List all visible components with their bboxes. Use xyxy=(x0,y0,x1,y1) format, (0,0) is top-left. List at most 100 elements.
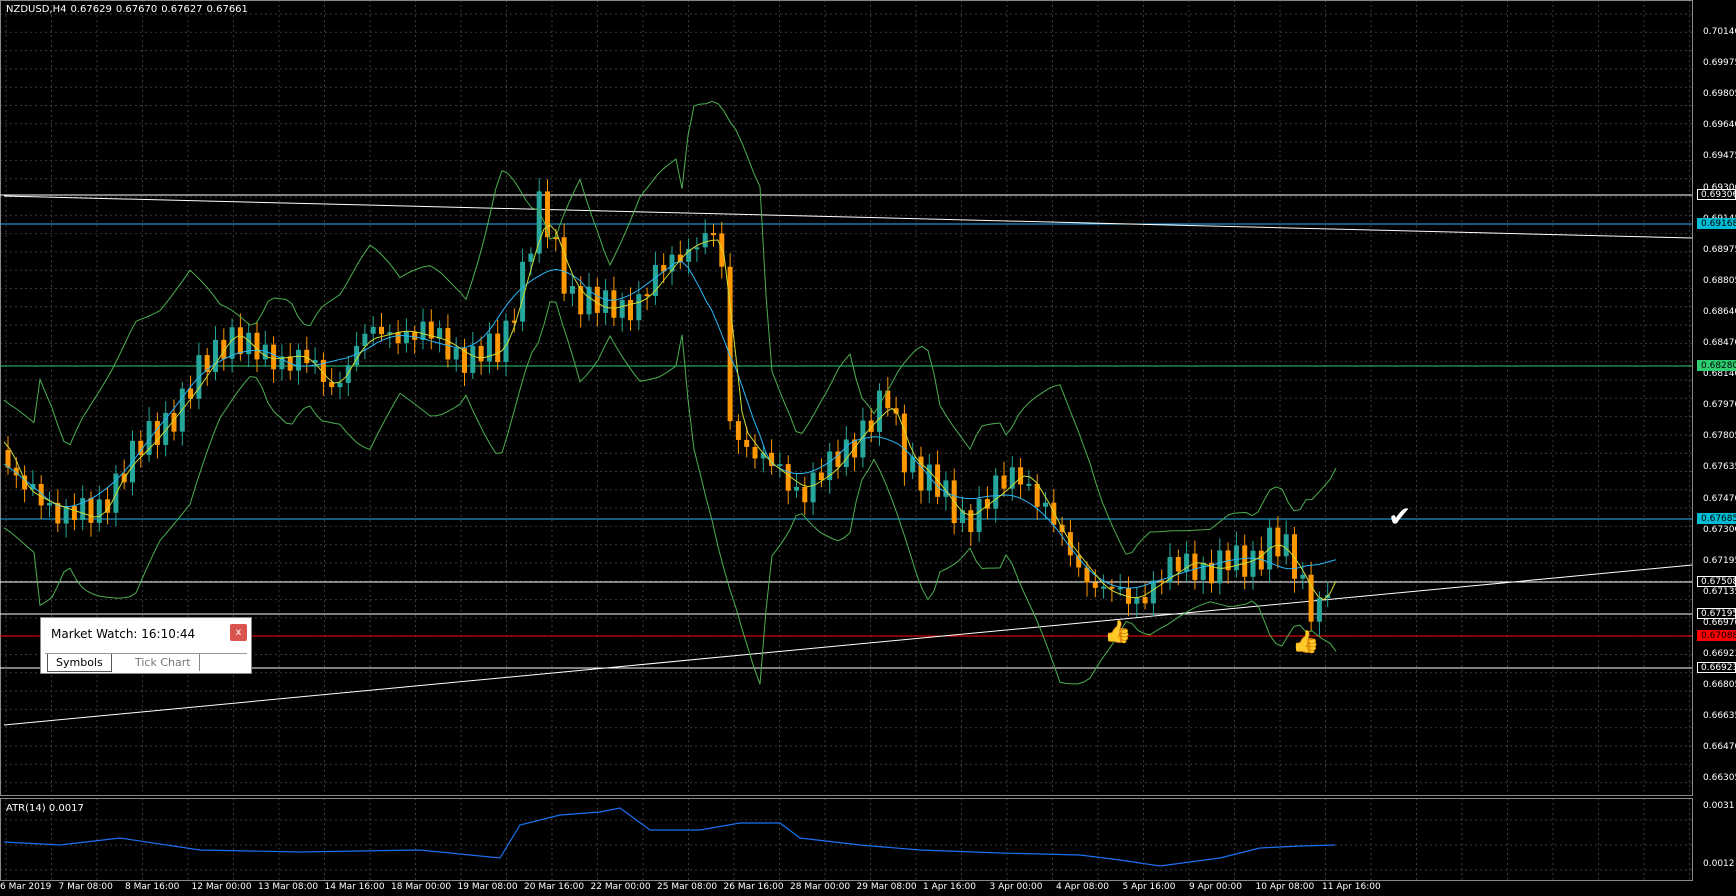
candle-body xyxy=(1200,562,1206,580)
candle-body xyxy=(960,510,965,524)
time-axis-label: 18 Mar 00:00 xyxy=(391,882,452,892)
candle-body xyxy=(603,290,609,313)
market-watch-tabs: Symbols Tick Chart xyxy=(45,653,247,672)
candle-body xyxy=(1209,562,1214,584)
candle-body xyxy=(412,331,418,340)
candle-body xyxy=(445,328,451,360)
candle-body xyxy=(1018,467,1024,485)
candle-body xyxy=(354,345,360,366)
candle-body xyxy=(744,439,750,447)
time-axis-label: 6 Mar 2019 xyxy=(0,882,52,892)
candle-body xyxy=(1043,502,1048,507)
candle-body xyxy=(561,237,567,294)
candle-body xyxy=(246,332,252,355)
close-value: 0.67661 xyxy=(206,4,248,15)
candle-body xyxy=(1084,567,1090,583)
candle-body xyxy=(984,499,990,509)
candle-body xyxy=(569,286,575,294)
high-value: 0.67670 xyxy=(115,4,158,15)
tab-tick-chart[interactable]: Tick Chart xyxy=(127,654,200,671)
time-axis-label: 1 Apr 16:00 xyxy=(923,882,976,892)
candle-body xyxy=(362,333,368,346)
time-axis-label: 12 Mar 00:00 xyxy=(191,882,252,892)
atr-line xyxy=(3,807,1336,867)
candle-body xyxy=(520,261,526,322)
close-button[interactable]: x xyxy=(230,624,247,641)
candle-body xyxy=(1308,574,1314,622)
candle-body xyxy=(677,254,683,262)
candle-body xyxy=(403,331,409,344)
candle-body xyxy=(777,464,783,467)
candle-body xyxy=(727,266,733,422)
time-axis-label: 28 Mar 00:00 xyxy=(790,882,851,892)
candle-body xyxy=(379,326,384,335)
candle-body xyxy=(835,451,841,467)
trend-line xyxy=(3,564,1693,726)
low-value: 0.67627 xyxy=(161,4,203,15)
time-axis-label: 29 Mar 08:00 xyxy=(856,882,917,892)
candle-body xyxy=(254,332,260,360)
chart-header: NZDUSD,H4 0.67629 0.67670 0.67627 0.67661 xyxy=(6,4,252,15)
candle-body xyxy=(810,472,816,503)
thumbs-up-icon: 👍 xyxy=(1292,630,1320,655)
atr-level-label: 0.0012 xyxy=(1703,859,1735,869)
market-watch-window[interactable]: Market Watch: 16:10:44 x Symbols Tick Ch… xyxy=(40,617,252,674)
candle-body xyxy=(262,344,268,360)
candle-body xyxy=(370,326,376,334)
price-axis-label: 0.68975 xyxy=(1703,244,1736,255)
time-axis-label: 9 Apr 00:00 xyxy=(1189,882,1242,892)
candle-body xyxy=(1242,545,1248,577)
candle-body xyxy=(594,286,600,313)
time-axis-label: 7 Mar 08:00 xyxy=(58,882,113,892)
candle-body xyxy=(296,349,301,371)
fast-moving-average-line xyxy=(3,224,1337,601)
price-axis-label: 0.67635 xyxy=(1703,462,1736,473)
candle-body xyxy=(47,502,52,506)
time-axis-label: 5 Apr 16:00 xyxy=(1122,882,1176,892)
candle-body xyxy=(1300,574,1306,579)
candle-body xyxy=(221,339,227,359)
candle-body xyxy=(1117,587,1123,590)
candle-body xyxy=(387,332,393,335)
price-level-tag: 0.66923 xyxy=(1697,662,1736,673)
candle-body xyxy=(1001,475,1007,489)
candle-body xyxy=(188,388,194,399)
candle-body xyxy=(976,499,982,533)
price-axis-label: 0.67805 xyxy=(1703,431,1736,442)
candle-body xyxy=(1067,532,1073,556)
candle-body xyxy=(428,321,434,339)
candle-body xyxy=(1175,557,1181,572)
candle-body xyxy=(1142,597,1148,604)
time-axis-label: 14 Mar 16:00 xyxy=(324,882,385,892)
candle-body xyxy=(827,451,833,481)
candle-body xyxy=(926,464,932,491)
candle-body xyxy=(553,237,559,240)
candle-body xyxy=(694,247,700,250)
candle-body xyxy=(1217,550,1223,584)
candle-body xyxy=(453,348,459,360)
candle-body xyxy=(1325,595,1331,599)
candle-body xyxy=(818,472,824,481)
candle-body xyxy=(993,475,999,509)
price-level-tag: 0.68280 xyxy=(1697,360,1736,371)
atr-frame xyxy=(0,798,1693,881)
candle-body xyxy=(204,355,210,372)
price-level-tag: 0.67195 xyxy=(1697,608,1736,619)
candle-body xyxy=(1192,553,1198,580)
tab-symbols[interactable]: Symbols xyxy=(47,654,112,672)
candle-body xyxy=(1134,597,1140,604)
price-level-tag: 0.67685 xyxy=(1697,513,1736,524)
price-axis-label: 0.69475 xyxy=(1703,151,1736,162)
price-axis-label: 0.66635 xyxy=(1703,711,1736,722)
candle-body xyxy=(55,502,61,524)
time-axis-label: 20 Mar 16:00 xyxy=(524,882,585,892)
time-axis-label: 13 Mar 08:00 xyxy=(258,882,319,892)
candle-body xyxy=(63,506,69,524)
atr-level-label: 0.0031 xyxy=(1703,801,1735,811)
